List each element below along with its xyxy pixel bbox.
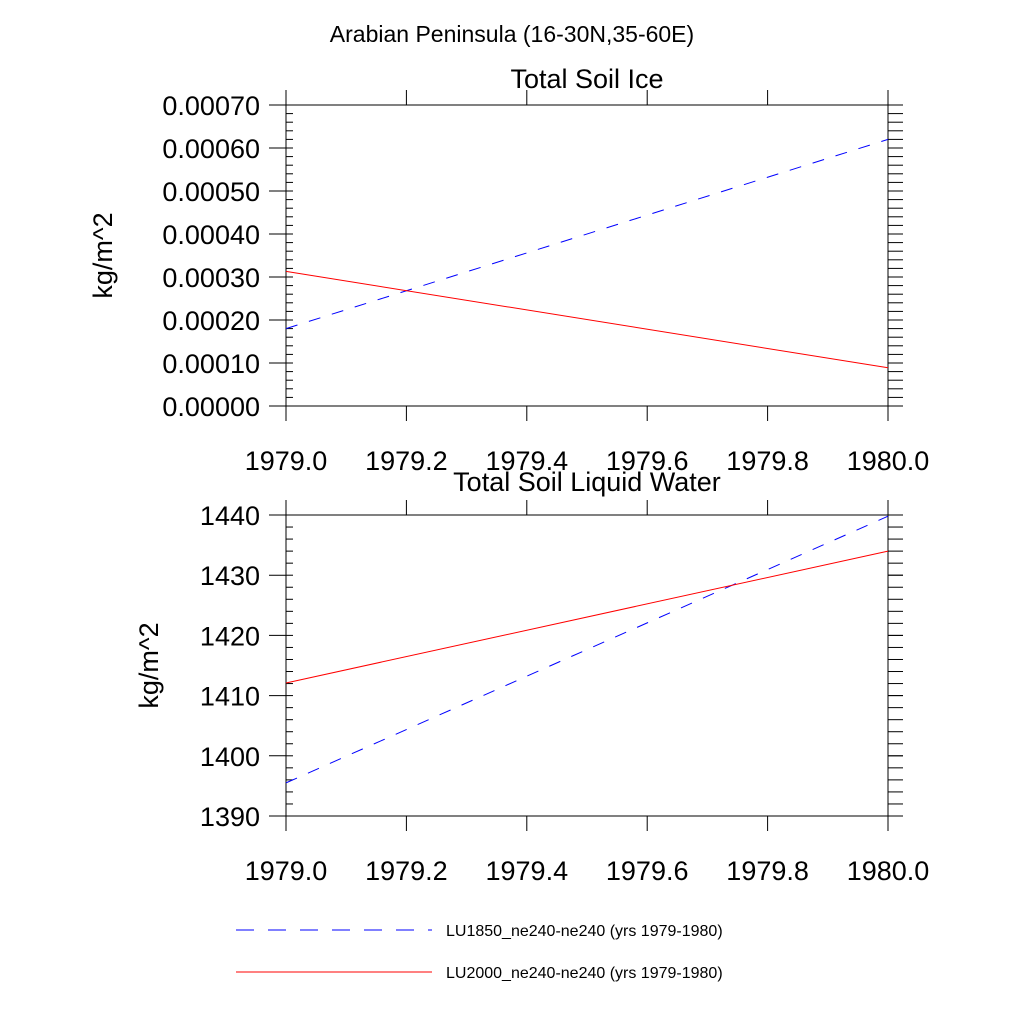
plot-1: Total Soil Ice 0.00000 0.00010 0.00020 0.000… [88, 64, 929, 476]
y-tick-label: 1430 [200, 561, 260, 591]
plot-title: Total Soil Liquid Water [453, 467, 721, 497]
x-tick-label: 1979.2 [365, 856, 448, 886]
x-tick-label: 1979.0 [245, 856, 328, 886]
y-tick-label: 0.00000 [162, 392, 260, 422]
x-tick-label: 1979.4 [486, 856, 569, 886]
y-tick-label: 1410 [200, 682, 260, 712]
y-tick-label: 0.00030 [162, 263, 260, 293]
series-line-1 [285, 515, 889, 784]
series-line-2 [285, 550, 889, 684]
y-tick-label: 0.00050 [162, 177, 260, 207]
x-tick-label: 1979.0 [245, 446, 328, 476]
x-tick-label: 1979.8 [726, 446, 809, 476]
legend-label-series-2: LU2000_ne240-ne240 (yrs 1979-1980) [446, 965, 723, 982]
figure-title: Arabian Peninsula (16-30N,35-60E) [330, 21, 694, 47]
plot-2: Total Soil Liquid Water 1390 1400 1410 1420 1… [134, 467, 929, 886]
legend: LU1850_ne240-ne240 (yrs 1979-1980) LU200… [236, 923, 723, 982]
legend-label-series-1: LU1850_ne240-ne240 (yrs 1979-1980) [446, 923, 723, 940]
series-line-1 [285, 138, 889, 330]
y-tick-label: 0.00020 [162, 306, 260, 336]
y-tick-label: 1390 [200, 802, 260, 832]
x-tick-label: 1979.2 [365, 446, 448, 476]
plot-frame [285, 514, 889, 817]
y-tick-label: 1400 [200, 742, 260, 772]
plot-title: Total Soil Ice [510, 64, 663, 94]
y-tick-label: 0.00070 [162, 91, 260, 121]
x-tick-label: 1980.0 [847, 856, 930, 886]
x-tick-label: 1980.0 [847, 446, 930, 476]
y-axis-label: kg/m^2 [88, 212, 118, 298]
charts-group: Total Soil Ice 0.00000 0.00010 0.00020 0.000… [88, 64, 929, 886]
x-tick-label: 1979.6 [606, 856, 689, 886]
x-tick-label: 1979.6 [606, 446, 689, 476]
y-tick-label: 1440 [200, 501, 260, 531]
y-tick-label: 1420 [200, 621, 260, 651]
x-tick-label: 1979.4 [486, 446, 569, 476]
y-tick-label: 0.00060 [162, 134, 260, 164]
plot-frame [285, 104, 889, 407]
series-line-2 [285, 270, 889, 369]
y-tick-label: 0.00040 [162, 220, 260, 250]
y-axis-label: kg/m^2 [134, 622, 164, 708]
x-tick-label: 1979.8 [726, 856, 809, 886]
y-tick-label: 0.00010 [162, 349, 260, 379]
